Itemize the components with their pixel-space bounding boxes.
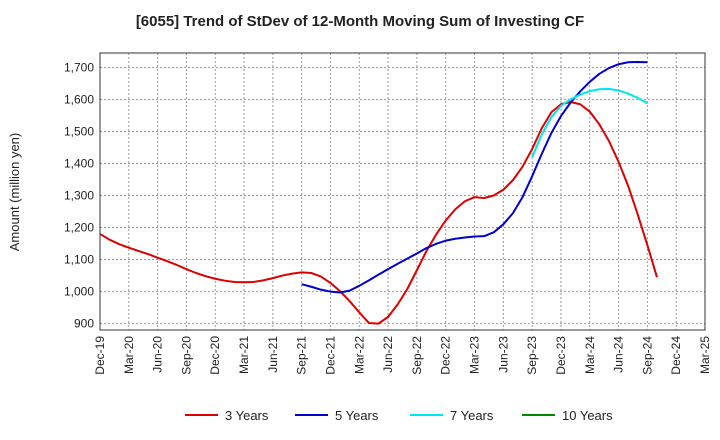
x-tick-label: Sep-20 bbox=[179, 336, 193, 375]
legend-label: 7 Years bbox=[450, 408, 494, 423]
x-tick-label: Mar-20 bbox=[122, 336, 136, 374]
x-tick-label: Jun-24 bbox=[612, 336, 626, 373]
legend: 3 Years 5 Years 7 Years 10 Years bbox=[185, 408, 613, 423]
x-tick-label: Dec-23 bbox=[554, 336, 568, 375]
x-tick-label: Sep-24 bbox=[640, 336, 654, 375]
series-layer bbox=[99, 60, 658, 325]
y-tick-label: 1,500 bbox=[64, 124, 94, 138]
x-tick-label: Jun-23 bbox=[496, 336, 510, 373]
y-tick-label: 1,600 bbox=[64, 92, 94, 106]
series-line-3-years bbox=[99, 101, 658, 325]
y-axis-ticks: 900 1,000 1,100 1,200 1,300 1,400 1,500 1,600 1,… bbox=[64, 60, 94, 330]
x-tick-label: Dec-22 bbox=[439, 336, 453, 375]
x-tick-label: Sep-23 bbox=[525, 336, 539, 375]
chart-title: [6055] Trend of StDev of 12-Month Moving… bbox=[136, 13, 584, 30]
series-line-5-years bbox=[301, 60, 648, 294]
series-line-7-years bbox=[531, 87, 648, 158]
plot-frame bbox=[99, 52, 706, 331]
x-tick-label: Jun-21 bbox=[266, 336, 280, 373]
x-tick-label: Mar-25 bbox=[698, 336, 712, 374]
x-tick-label: Sep-21 bbox=[295, 336, 309, 375]
x-tick-label: Jun-22 bbox=[381, 336, 395, 373]
x-tick-label: Mar-24 bbox=[583, 336, 597, 374]
x-tick-label: Dec-19 bbox=[93, 336, 107, 375]
legend-label: 5 Years bbox=[335, 408, 379, 423]
x-tick-label: Dec-24 bbox=[669, 336, 683, 375]
y-tick-label: 1,300 bbox=[64, 189, 94, 203]
y-tick-label: 1,000 bbox=[64, 285, 94, 299]
x-tick-label: Mar-23 bbox=[468, 336, 482, 374]
y-tick-label: 1,100 bbox=[64, 253, 94, 267]
x-tick-label: Jun-20 bbox=[151, 336, 165, 373]
x-tick-label: Mar-22 bbox=[352, 336, 366, 374]
x-tick-label: Dec-21 bbox=[323, 336, 337, 375]
x-tick-label: Mar-21 bbox=[237, 336, 251, 374]
x-axis-ticks: Dec-19 Mar-20 Jun-20 Sep-20 Dec-20 Mar-21 Jun-… bbox=[93, 336, 712, 375]
x-tick-label: Sep-22 bbox=[410, 336, 424, 375]
y-tick-label: 1,700 bbox=[64, 60, 94, 74]
y-tick-label: 900 bbox=[74, 317, 94, 331]
legend-label: 10 Years bbox=[562, 408, 613, 423]
y-axis-label: Amount (million yen) bbox=[7, 133, 22, 252]
y-tick-label: 1,400 bbox=[64, 156, 94, 170]
x-tick-label: Dec-20 bbox=[208, 336, 222, 375]
y-tick-label: 1,200 bbox=[64, 221, 94, 235]
legend-label: 3 Years bbox=[225, 408, 269, 423]
grid bbox=[99, 53, 706, 330]
